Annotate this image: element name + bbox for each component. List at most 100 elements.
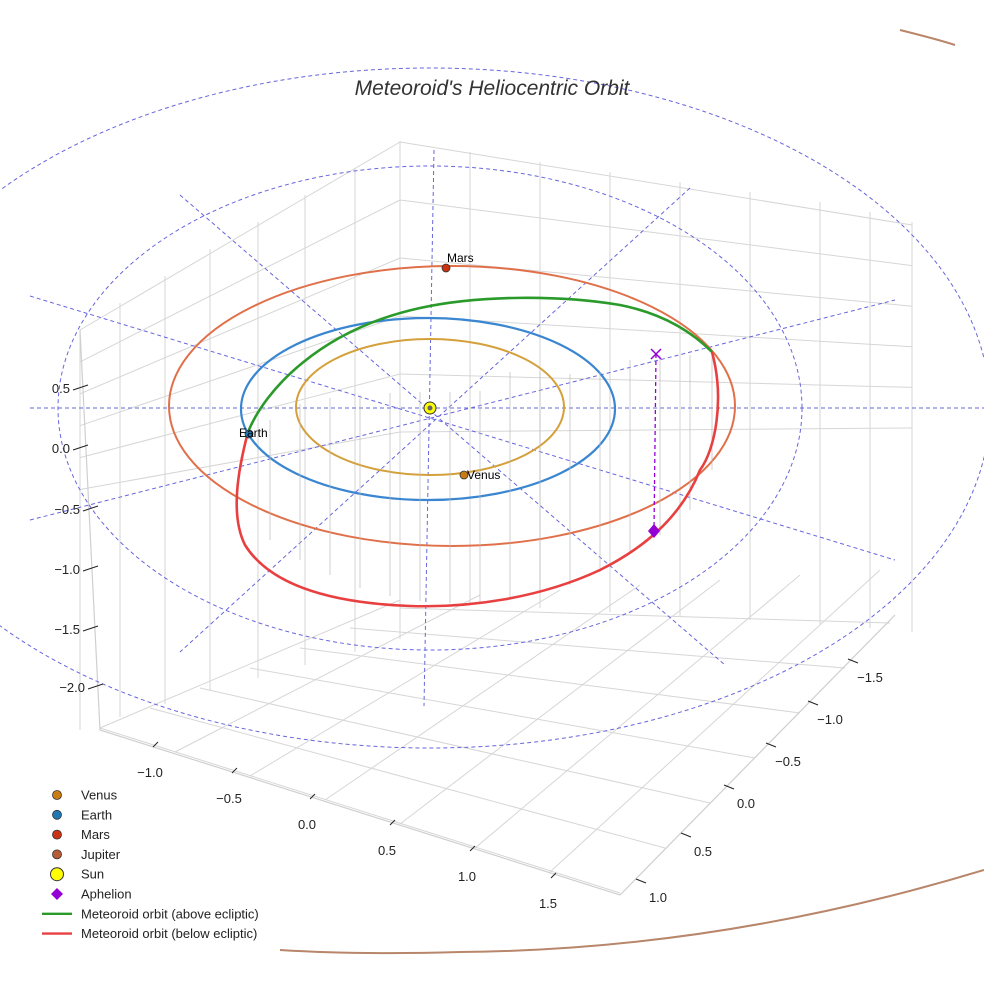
earth-marker xyxy=(244,429,254,439)
grid-line xyxy=(79,373,401,459)
y-tick-label: 0.0 xyxy=(737,796,755,811)
grid-line xyxy=(324,584,641,801)
legend-label: Jupiter xyxy=(81,847,121,862)
grid-line xyxy=(149,707,666,849)
grid-line xyxy=(249,589,561,777)
grid-line xyxy=(399,315,913,348)
z-tick-label: −2.0 xyxy=(59,680,85,695)
mars-marker xyxy=(441,263,451,273)
jupiter-orbit xyxy=(899,29,956,46)
mars-orbit xyxy=(168,265,736,547)
legend-swatch-aphelion xyxy=(51,888,63,900)
y-tick-label: 0.5 xyxy=(694,844,712,859)
grid-line xyxy=(474,574,801,849)
sun-core xyxy=(427,405,433,411)
x-tick-mark xyxy=(389,819,396,826)
legend-label: Meteoroid orbit (above ecliptic) xyxy=(81,906,259,921)
axis-grid xyxy=(79,141,913,896)
aphelion-dropline xyxy=(653,353,657,531)
grid-line xyxy=(99,599,401,729)
y-tick-label: 1.0 xyxy=(649,890,667,905)
legend-swatch-earth xyxy=(52,809,62,820)
legend-swatch-venus xyxy=(52,790,62,800)
body-markers: Venus Earth Mars xyxy=(239,251,660,538)
legend-swatch-jupiter xyxy=(52,849,62,860)
ecliptic-spoke xyxy=(29,295,896,561)
z-tick-label: 0.5 xyxy=(52,381,70,396)
z-tick-mark xyxy=(82,505,99,512)
venus-label: Venus xyxy=(467,468,500,482)
z-tick-label: 0.0 xyxy=(52,441,70,456)
aphelion-marker xyxy=(648,524,660,538)
legend-label: Aphelion xyxy=(81,887,132,902)
x-tick-label: −1.0 xyxy=(137,765,163,780)
y-tick-mark xyxy=(847,658,859,664)
venus-orbit xyxy=(295,338,565,476)
grid-line xyxy=(399,427,913,433)
grid-line xyxy=(199,687,711,804)
aphelion-projection-x xyxy=(650,348,662,360)
grid-line xyxy=(399,607,891,624)
legend-swatch-mars xyxy=(52,829,62,840)
meteoroid-below-line xyxy=(235,351,720,608)
grid-line xyxy=(299,647,801,714)
ecliptic-ring xyxy=(0,67,984,749)
z-tick-mark xyxy=(72,444,89,451)
grid-line xyxy=(174,594,481,753)
z-tick-mark xyxy=(82,625,99,632)
legend-swatch-sun xyxy=(50,867,64,882)
y-tick-mark xyxy=(635,878,647,884)
mars-label: Mars xyxy=(447,251,474,265)
grid-line xyxy=(79,431,401,490)
x-tick-mark xyxy=(231,767,238,774)
y-tick-label: −1.5 xyxy=(857,670,883,685)
grid-line xyxy=(79,199,401,363)
y-tick-label: −1.0 xyxy=(817,712,843,727)
grid-line xyxy=(549,569,881,873)
chart-title: Meteoroid's Heliocentric Orbit xyxy=(355,77,631,100)
z-tick-label: −1.5 xyxy=(54,622,80,637)
ecliptic-grid xyxy=(0,67,984,749)
jupiter-orbit xyxy=(279,869,984,955)
x-tick-label: 0.5 xyxy=(378,843,396,858)
grid-line xyxy=(399,373,913,388)
ecliptic-spoke xyxy=(179,194,726,666)
meteoroid-orbit xyxy=(235,296,720,608)
legend-label: Venus xyxy=(81,788,118,803)
legend-label: Sun xyxy=(81,867,104,882)
grid-line xyxy=(399,199,913,267)
x-tick-mark xyxy=(469,845,476,852)
legend-label: Earth xyxy=(81,807,112,822)
x-tick-mark xyxy=(309,793,316,800)
legend: Venus Earth Mars Jupiter Sun Aphelion Meteoroi… xyxy=(42,788,259,941)
x-tick-label: 0.0 xyxy=(298,817,316,832)
x-tick-mark xyxy=(152,741,159,748)
ecliptic-spoke xyxy=(29,299,896,521)
planet-orbits xyxy=(168,29,984,955)
grid-line xyxy=(399,579,721,825)
z-tick-mark xyxy=(87,683,104,690)
grid-line xyxy=(79,141,401,331)
x-tick-label: −0.5 xyxy=(216,791,242,806)
earth-label: Earth xyxy=(239,426,268,440)
grid-line xyxy=(249,667,756,759)
x-tick-label: 1.0 xyxy=(458,869,476,884)
meteoroid-above-line xyxy=(246,296,713,433)
z-tick-label: −0.5 xyxy=(54,502,80,517)
x-tick-mark xyxy=(550,872,557,879)
y-tick-mark xyxy=(680,832,692,838)
z-tick-label: −1.0 xyxy=(54,562,80,577)
ecliptic-spoke xyxy=(423,149,435,707)
box-edge xyxy=(79,329,896,896)
grid-line xyxy=(79,257,401,395)
x-tick-label: 1.5 xyxy=(539,896,557,911)
y-tick-label: −0.5 xyxy=(775,754,801,769)
venus-marker xyxy=(459,470,469,480)
y-tick-mark xyxy=(765,742,777,748)
z-tick-mark xyxy=(82,565,99,572)
axis-ticks: 0.5 0.0 −0.5 −1.0 −1.5 −2.0 −1.0 −0.5 0.0 0.5 1.0 1… xyxy=(52,381,883,911)
legend-label: Meteoroid orbit (below ecliptic) xyxy=(81,926,257,941)
z-tick-mark xyxy=(72,384,89,391)
grid-line xyxy=(99,727,621,894)
